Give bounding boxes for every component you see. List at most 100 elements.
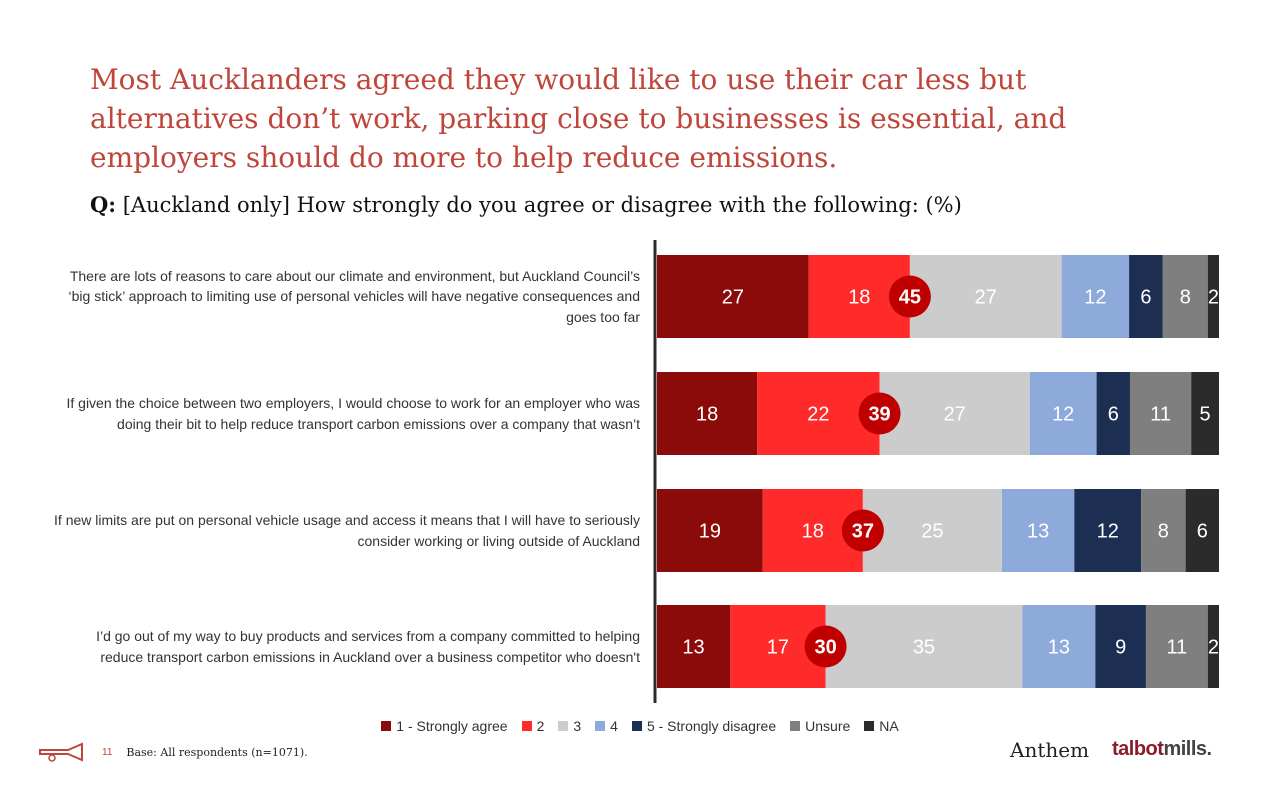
legend-swatch <box>558 721 569 731</box>
bar-segment <box>825 605 1023 688</box>
anthem-logo: Anthem <box>1010 738 1089 762</box>
bar-segment <box>909 255 1062 338</box>
legend-label: 3 <box>573 718 582 734</box>
bar-segment <box>1061 255 1130 338</box>
bar-segment <box>1145 605 1208 688</box>
bar-segment <box>1029 372 1097 455</box>
data-label: 25 <box>921 521 943 543</box>
legend-swatch <box>631 721 642 731</box>
data-label: 12 <box>1052 404 1074 426</box>
data-label: 6 <box>1140 287 1151 309</box>
base-note: Base: All respondents (n=1071). <box>126 745 308 759</box>
category-label: If given the choice between two employer… <box>66 395 640 432</box>
bar-segment <box>862 489 1002 572</box>
data-label: 17 <box>767 637 789 659</box>
bar-segment <box>1096 372 1130 455</box>
net-agree-label: 39 <box>868 404 890 426</box>
category-label: If new limits are put on personal vehicl… <box>54 512 640 549</box>
question-prefix: Q: <box>90 192 117 217</box>
data-label: 22 <box>807 404 829 426</box>
data-label: 8 <box>1158 521 1169 543</box>
category-label: I’d go out of my way to buy products and… <box>96 628 640 665</box>
legend-swatch <box>381 721 392 731</box>
data-label: 11 <box>1150 404 1171 426</box>
legend-label: 1 - Strongly agree <box>396 718 508 734</box>
data-label: 13 <box>1048 637 1070 659</box>
legend-label: 4 <box>610 718 618 734</box>
legend-swatch <box>790 721 801 731</box>
data-label: 18 <box>802 521 824 543</box>
bar-segment <box>1022 605 1096 688</box>
legend-swatch <box>521 721 532 731</box>
legend-label: 2 <box>536 718 545 734</box>
mills-logo-text: mills. <box>1163 738 1212 760</box>
net-agree-circle <box>888 275 931 318</box>
page-title: Most Aucklanders agreed they would like … <box>90 63 1067 174</box>
bar-segment <box>1129 372 1192 455</box>
page-number: 11 <box>102 746 113 758</box>
data-label: 12 <box>1084 287 1106 309</box>
data-label: 13 <box>1027 521 1049 543</box>
data-label: 18 <box>696 404 718 426</box>
talbot-logo-text: talbot <box>1112 738 1164 760</box>
data-label: 11 <box>1166 637 1187 659</box>
question-body: [Auckland only] How strongly do you agre… <box>122 193 962 217</box>
anthem-logo-text: Anthem <box>1010 738 1090 762</box>
data-label: 9 <box>1115 637 1126 659</box>
net-agree-label: 30 <box>814 637 836 659</box>
bar-segment <box>1074 489 1142 572</box>
legend-item: NA <box>864 718 899 734</box>
data-label: 5 <box>1200 404 1211 426</box>
net-agree-circle <box>804 625 847 668</box>
legend-label: 5 - Strongly disagree <box>646 718 777 734</box>
data-label: 18 <box>848 287 870 309</box>
category-label: There are lots of reasons to care about … <box>68 267 640 325</box>
legend-item: 3 <box>558 718 581 734</box>
data-label: 35 <box>913 637 935 659</box>
trumpet-icon <box>39 742 83 762</box>
legend-label: Unsure <box>805 718 851 734</box>
legend-item: 1 - Strongly agree <box>381 718 508 734</box>
bar-segment <box>879 372 1030 455</box>
net-agree-label: 37 <box>852 521 874 543</box>
data-label: 13 <box>682 637 704 659</box>
legend-swatch <box>864 721 875 731</box>
bar-segment <box>1129 255 1163 338</box>
footer: 11 Base: All respondents (n=1071). <box>38 742 308 762</box>
net-agree-circle <box>858 392 901 435</box>
bar-segment <box>1141 489 1186 572</box>
data-label: 12 <box>1097 521 1119 543</box>
legend-item: 4 <box>595 718 618 734</box>
data-label: 2 <box>1208 287 1219 309</box>
data-label: 27 <box>944 404 966 426</box>
data-label: 27 <box>975 287 997 309</box>
data-label: 8 <box>1180 287 1191 309</box>
bar-segment <box>657 489 763 572</box>
data-label: 27 <box>722 287 744 309</box>
data-label: 6 <box>1197 521 1208 543</box>
net-agree-circle <box>841 509 884 552</box>
net-agree-label: 45 <box>899 287 921 309</box>
bar-segment <box>1001 489 1075 572</box>
bar-segment <box>657 605 731 688</box>
talbotmills-logo: talbotmills. <box>1112 738 1212 761</box>
legend-label: NA <box>879 718 899 734</box>
chart-legend: 1 - Strongly agree 2 3 4 5 - Strongly disagr… <box>0 718 1280 734</box>
data-label: 6 <box>1108 404 1119 426</box>
legend-swatch <box>595 721 606 731</box>
data-label: 2 <box>1208 637 1219 659</box>
legend-item: Unsure <box>790 718 850 734</box>
bar-segment <box>1207 255 1219 338</box>
question-text: Q: [Auckland only] How strongly do you a… <box>90 192 1190 217</box>
bar-segment <box>1191 372 1219 455</box>
bar-segment <box>1207 605 1219 688</box>
bar-segment <box>657 255 809 338</box>
legend-item: 2 <box>521 718 545 734</box>
data-label: 19 <box>699 521 721 543</box>
bar-segment <box>657 372 758 455</box>
bar-segment <box>1162 255 1208 338</box>
bar-segment <box>1095 605 1146 688</box>
legend-item: 5 - Strongly disagree <box>631 718 777 734</box>
bar-segment <box>1185 489 1219 572</box>
